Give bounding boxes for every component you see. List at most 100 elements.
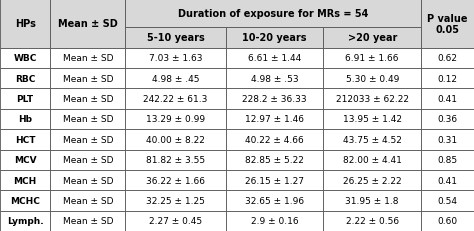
Bar <box>226 89 323 109</box>
Bar <box>323 28 421 49</box>
Text: 26.15 ± 1.27: 26.15 ± 1.27 <box>245 176 304 185</box>
Text: Mean ± SD: Mean ± SD <box>63 196 113 205</box>
Text: HCT: HCT <box>15 135 36 144</box>
Text: Mean ± SD: Mean ± SD <box>63 155 113 164</box>
Text: 6.61 ± 1.44: 6.61 ± 1.44 <box>248 54 301 63</box>
Text: 13.95 ± 1.42: 13.95 ± 1.42 <box>343 115 402 124</box>
Text: 12.97 ± 1.46: 12.97 ± 1.46 <box>245 115 304 124</box>
Bar <box>226 190 323 211</box>
Bar <box>50 49 126 69</box>
Text: 2.9 ± 0.16: 2.9 ± 0.16 <box>251 216 299 225</box>
Bar <box>0 69 50 89</box>
Text: 10-20 years: 10-20 years <box>242 33 307 43</box>
Text: 228.2 ± 36.33: 228.2 ± 36.33 <box>242 95 307 104</box>
Bar <box>421 170 474 190</box>
Bar <box>0 170 50 190</box>
Bar <box>421 0 474 49</box>
Text: Hb: Hb <box>18 115 32 124</box>
Bar <box>50 130 126 150</box>
Bar <box>0 49 50 69</box>
Bar <box>323 150 421 170</box>
Text: 2.27 ± 0.45: 2.27 ± 0.45 <box>149 216 202 225</box>
Bar <box>421 109 474 130</box>
Text: 82.00 ± 4.41: 82.00 ± 4.41 <box>343 155 401 164</box>
Text: WBC: WBC <box>13 54 37 63</box>
Bar <box>226 49 323 69</box>
Text: 82.85 ± 5.22: 82.85 ± 5.22 <box>245 155 304 164</box>
Text: MCHC: MCHC <box>10 196 40 205</box>
Text: 13.29 ± 0.99: 13.29 ± 0.99 <box>146 115 205 124</box>
Bar <box>126 69 226 89</box>
Bar <box>0 89 50 109</box>
Bar <box>0 109 50 130</box>
Bar <box>50 170 126 190</box>
Text: 0.36: 0.36 <box>438 115 457 124</box>
Text: 32.65 ± 1.96: 32.65 ± 1.96 <box>245 196 304 205</box>
Bar <box>0 190 50 211</box>
Text: 40.00 ± 8.22: 40.00 ± 8.22 <box>146 135 205 144</box>
Bar <box>226 211 323 231</box>
Bar <box>126 150 226 170</box>
Text: 4.98 ± .53: 4.98 ± .53 <box>251 74 299 83</box>
Text: RBC: RBC <box>15 74 35 83</box>
Bar <box>226 69 323 89</box>
Text: >20 year: >20 year <box>347 33 397 43</box>
Bar <box>126 49 226 69</box>
Text: 31.95 ± 1.8: 31.95 ± 1.8 <box>346 196 399 205</box>
Text: 0.41: 0.41 <box>438 176 457 185</box>
Text: 0.31: 0.31 <box>438 135 457 144</box>
Bar <box>421 190 474 211</box>
Bar <box>0 211 50 231</box>
Text: Mean ± SD: Mean ± SD <box>63 216 113 225</box>
Text: PLT: PLT <box>17 95 34 104</box>
Bar <box>126 211 226 231</box>
Text: P value
0.05: P value 0.05 <box>427 13 468 35</box>
Bar <box>126 0 421 28</box>
Bar <box>0 130 50 150</box>
Text: 40.22 ± 4.66: 40.22 ± 4.66 <box>245 135 304 144</box>
Text: Mean ± SD: Mean ± SD <box>63 95 113 104</box>
Bar <box>421 49 474 69</box>
Text: 26.25 ± 2.22: 26.25 ± 2.22 <box>343 176 401 185</box>
Bar <box>0 0 50 49</box>
Text: 212033 ± 62.22: 212033 ± 62.22 <box>336 95 409 104</box>
Bar <box>421 89 474 109</box>
Bar <box>323 130 421 150</box>
Bar <box>226 170 323 190</box>
Text: 5.30 ± 0.49: 5.30 ± 0.49 <box>346 74 399 83</box>
Text: 36.22 ± 1.66: 36.22 ± 1.66 <box>146 176 205 185</box>
Bar <box>226 130 323 150</box>
Text: Mean ± SD: Mean ± SD <box>63 74 113 83</box>
Text: Mean ± SD: Mean ± SD <box>58 19 118 29</box>
Bar <box>323 211 421 231</box>
Bar <box>126 190 226 211</box>
Bar <box>50 69 126 89</box>
Text: 43.75 ± 4.52: 43.75 ± 4.52 <box>343 135 401 144</box>
Bar <box>126 130 226 150</box>
Text: Mean ± SD: Mean ± SD <box>63 176 113 185</box>
Text: MCV: MCV <box>14 155 36 164</box>
Bar <box>126 170 226 190</box>
Text: 32.25 ± 1.25: 32.25 ± 1.25 <box>146 196 205 205</box>
Text: 0.54: 0.54 <box>438 196 457 205</box>
Text: 242.22 ± 61.3: 242.22 ± 61.3 <box>144 95 208 104</box>
Bar <box>421 150 474 170</box>
Text: 6.91 ± 1.66: 6.91 ± 1.66 <box>346 54 399 63</box>
Bar <box>126 109 226 130</box>
Bar <box>226 28 323 49</box>
Text: 81.82 ± 3.55: 81.82 ± 3.55 <box>146 155 205 164</box>
Bar <box>421 69 474 89</box>
Text: 2.22 ± 0.56: 2.22 ± 0.56 <box>346 216 399 225</box>
Bar <box>323 49 421 69</box>
Bar <box>226 150 323 170</box>
Bar <box>323 190 421 211</box>
Text: 4.98 ± .45: 4.98 ± .45 <box>152 74 200 83</box>
Text: 7.03 ± 1.63: 7.03 ± 1.63 <box>149 54 202 63</box>
Bar <box>421 130 474 150</box>
Text: 0.85: 0.85 <box>438 155 457 164</box>
Bar <box>50 109 126 130</box>
Text: 0.12: 0.12 <box>438 74 457 83</box>
Bar <box>126 28 226 49</box>
Text: 0.60: 0.60 <box>438 216 457 225</box>
Text: Mean ± SD: Mean ± SD <box>63 54 113 63</box>
